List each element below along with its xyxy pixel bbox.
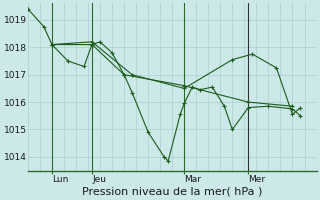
X-axis label: Pression niveau de la mer( hPa ): Pression niveau de la mer( hPa ) — [82, 187, 262, 197]
